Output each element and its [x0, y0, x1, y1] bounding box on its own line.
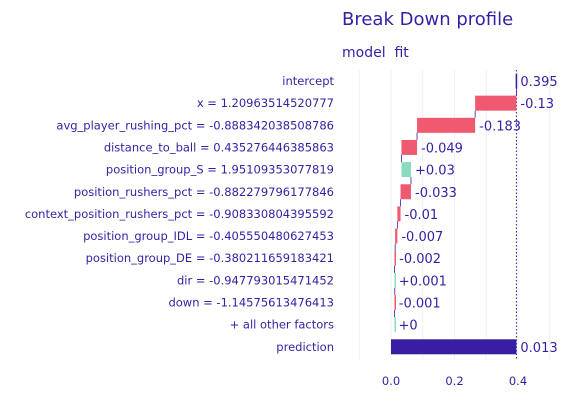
- variable-label: + all other factors: [230, 318, 334, 332]
- contribution-bar: [401, 162, 412, 178]
- mark-layer: [391, 70, 518, 360]
- variable-label: prediction: [276, 340, 334, 354]
- contribution-bar: [394, 317, 396, 333]
- contribution-bar: [394, 295, 396, 310]
- variable-label: position_group_IDL = -0.405550480627453: [83, 229, 334, 243]
- value-label: -0.033: [415, 186, 457, 201]
- contribution-bar: [397, 206, 401, 222]
- contribution-bar: [475, 95, 517, 111]
- contribution-bar: [394, 272, 396, 288]
- value-label: -0.002: [399, 252, 441, 267]
- variable-label: down = -1.14575613476413: [168, 296, 334, 310]
- x-tick-label: 0.2: [445, 374, 463, 388]
- grid-layer: [358, 70, 551, 360]
- variable-label: position_group_S = 1.95109353077819: [106, 163, 334, 177]
- value-label: -0.001: [399, 297, 441, 312]
- label-layer: 0.0 0.2 0.4 intercept 0.395 x = 1.20963514520…: [25, 74, 558, 388]
- value-label: -0.01: [405, 208, 439, 223]
- value-label: 0.395: [520, 75, 557, 90]
- contribution-bar: [417, 117, 476, 133]
- prediction-bar: [391, 339, 517, 355]
- variable-label: intercept: [282, 74, 334, 88]
- contribution-bar: [394, 250, 396, 266]
- value-label: +0: [398, 319, 417, 334]
- variable-label: distance_to_ball = 0.435276446385863: [104, 140, 334, 154]
- value-label: 0.013: [520, 341, 557, 356]
- value-label: +0.001: [399, 274, 447, 289]
- value-label: -0.183: [479, 119, 521, 134]
- contribution-bar: [395, 228, 398, 244]
- value-label: -0.007: [401, 230, 443, 245]
- x-tick-label: 0.0: [382, 374, 400, 388]
- variable-label: x = 1.20963514520777: [197, 96, 334, 110]
- variable-label: context_position_rushers_pct = -0.908330…: [25, 207, 334, 221]
- value-label: -0.13: [520, 97, 554, 112]
- contribution-bar: [401, 139, 418, 155]
- chart-subtitle: model fit: [342, 45, 409, 61]
- contribution-bar: [400, 184, 412, 200]
- variable-label: position_group_DE = -0.380211659183421: [86, 251, 334, 265]
- intercept-bar: [515, 73, 518, 89]
- chart-title: Break Down profile: [342, 9, 513, 30]
- variable-label: position_rushers_pct = -0.88227979617784…: [74, 185, 334, 199]
- variable-label: avg_player_rushing_pct = -0.888342038508…: [56, 118, 334, 132]
- value-label: -0.049: [421, 141, 463, 156]
- variable-label: dir = -0.947793015471452: [177, 273, 334, 287]
- x-tick-label: 0.4: [509, 374, 527, 388]
- value-label: +0.03: [415, 164, 455, 179]
